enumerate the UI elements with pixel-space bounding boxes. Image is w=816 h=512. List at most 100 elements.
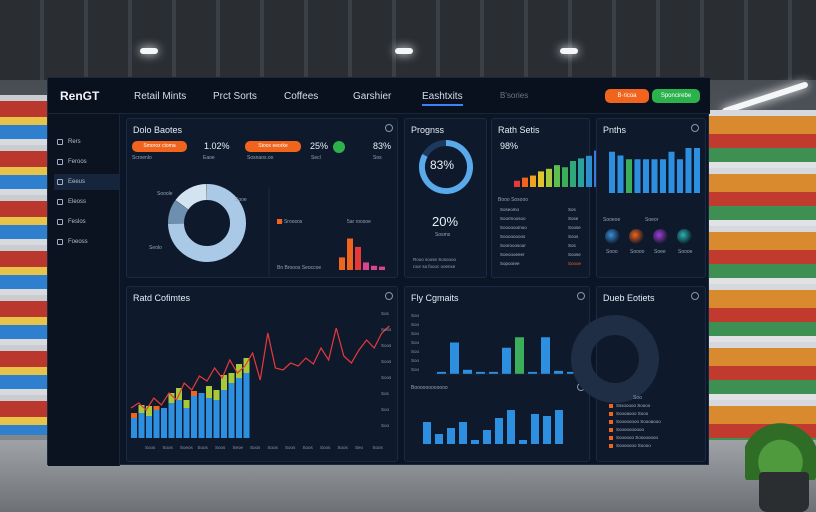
app-logo[interactable]: RenGT: [60, 89, 100, 103]
stack-bar-green: [206, 386, 212, 398]
metric-subtext: Scroenlo: [132, 155, 152, 161]
ceiling-light: [140, 48, 158, 54]
legend-swatch: [609, 436, 613, 440]
metric-pill[interactable]: Stoox eeorke: [245, 141, 301, 152]
y-tick-label: Soo: [411, 331, 420, 336]
store-shelf-left: [0, 95, 48, 435]
stack-bar-blue: [236, 378, 242, 438]
legend-swatch: [609, 428, 613, 432]
gear-icon[interactable]: [691, 124, 699, 132]
donut-chart: [168, 184, 270, 277]
mini-bar: [355, 246, 361, 270]
plant-pot: [759, 472, 809, 512]
stack-bar-blue: [198, 393, 205, 438]
legend-header: Soo: [633, 395, 642, 401]
sidebar-item-rers[interactable]: Rers: [54, 134, 120, 150]
stack-bar-blue: [131, 418, 137, 438]
sidebar-item-feroos[interactable]: Feroos: [54, 154, 120, 170]
sub-chart-header: Boooooooooooo: [411, 385, 448, 391]
top-bar: [567, 371, 576, 374]
bar: [617, 155, 624, 193]
gear-icon[interactable]: [577, 292, 585, 300]
top-bar: [463, 369, 472, 374]
combo-chart: Soos Soos Soeos Soos Soos Seoe Soos Soos Soos Soo…: [130, 311, 392, 450]
metric-subtext: Sosnaos.oo: [247, 155, 274, 161]
y-tick-label: Soo: [381, 407, 390, 412]
orb-label: Soooo: [630, 249, 645, 255]
tab-eashtxits[interactable]: Eashtxits: [422, 91, 463, 106]
green-action-button[interactable]: Sponcirebe: [652, 89, 700, 103]
panel-title: Dolo Baotes: [133, 125, 183, 135]
y-tick-label: Soo: [411, 322, 420, 327]
metric-value: 98%: [500, 141, 519, 151]
list-item-label: Soeoooeeer: [500, 252, 525, 257]
tab-prct-sorts[interactable]: Prct Sorts: [213, 91, 257, 102]
stack-bar-green: [243, 358, 250, 373]
gear-icon[interactable]: [691, 292, 699, 300]
bar-chart: [609, 148, 700, 193]
sidebar-item-feslos[interactable]: Feslos: [54, 214, 120, 230]
panel-title: Dueb Eotiets: [603, 293, 655, 303]
bottom-bar: [435, 434, 443, 444]
sidebar-item-label: Rers: [68, 139, 81, 145]
gear-icon[interactable]: [385, 292, 393, 300]
sidebar-item-foeoss[interactable]: Foeoss: [54, 234, 120, 250]
footer-text: roor sa foooc ooenxe: [413, 264, 456, 269]
legend-swatch: [609, 444, 613, 448]
sidebar-item-label: Foeoss: [68, 239, 88, 245]
sidebar-item-eleoss[interactable]: Eleoss: [54, 194, 120, 210]
list-item-value: Soose: [568, 252, 581, 257]
bar: [609, 151, 615, 193]
metric-subtext: Eaoe: [203, 155, 215, 161]
tab-retail-mints[interactable]: Retail Mints: [134, 91, 187, 102]
sidebar-item-label: Eeeus: [68, 179, 86, 185]
mini-bar: [379, 266, 385, 270]
folder-icon: [57, 139, 63, 145]
folder-icon: [57, 159, 63, 165]
stack-bar-blue: [243, 373, 250, 438]
x-tick-label: Soos: [268, 445, 279, 450]
list-item-value: Sos: [568, 243, 576, 248]
gear-icon[interactable]: [385, 124, 393, 132]
dual-bar-chart: Soo Soo Soo Soo Soo Soo Soo: [411, 313, 585, 444]
stack-bar-blue: [206, 398, 212, 438]
gradient-bar: [554, 165, 560, 187]
metric-subtext: Secl: [311, 155, 321, 161]
x-tick-label: Soos: [215, 445, 226, 450]
legend-swatch: [609, 412, 613, 416]
x-tick-label: Soos: [285, 445, 296, 450]
metric-subtext: Sos: [373, 155, 382, 161]
legend-label: Soooooo Sosoooooo: [616, 435, 659, 440]
panel-ratd-cofimtes: Ratd Cofimtes Soos Soos Soeos Soos Soos Seoe S…: [126, 286, 398, 462]
y-tick-label: Soo: [411, 349, 420, 354]
tab-bsories[interactable]: B'sories: [500, 91, 529, 100]
gradient-bar: [546, 168, 552, 187]
store-ceiling: [0, 0, 816, 80]
stack-bar-blue: [176, 400, 182, 438]
top-navigation-bar: RenGT Retail Mints Prct Sorts Coffees Ga…: [48, 78, 710, 114]
x-tick-label: Soos: [303, 445, 314, 450]
metric-value: 1.02%: [204, 141, 230, 151]
orange-action-button[interactable]: B·ricoa: [605, 89, 649, 103]
mini-bar: [347, 238, 353, 270]
bar: [685, 148, 692, 193]
stack-bar-blue: [221, 390, 227, 438]
bottom-bar: [459, 422, 467, 444]
ring-track: [571, 315, 659, 403]
tab-garshier[interactable]: Garshier: [353, 91, 392, 102]
donut-slice: [168, 200, 189, 224]
legend-label: Soooooooooo: [616, 427, 645, 432]
x-tick-label: Seoe: [233, 445, 244, 450]
mini-chart-label: 85 Sroosos: [277, 219, 303, 225]
folder-icon: [57, 219, 63, 225]
stack-bar-green: [228, 373, 235, 383]
sidebar-item-eeeus[interactable]: Eeeus: [54, 174, 120, 190]
tab-coffees[interactable]: Coffees: [284, 91, 319, 102]
metric-pill[interactable]: Smoroz ctoma: [132, 141, 187, 152]
y-tick-label: Soos: [381, 343, 392, 348]
panel-pnths: Pnths Sooeoe Soeor Sooo Soooo Soee Soooe: [596, 118, 706, 278]
dashboard-window: RenGT Retail Mints Prct Sorts Coffees Ga…: [47, 77, 710, 466]
legend-label: Sooe: [235, 197, 247, 203]
sidebar-item-label: Feslos: [68, 219, 86, 225]
orb-label: Sooo: [606, 249, 618, 255]
